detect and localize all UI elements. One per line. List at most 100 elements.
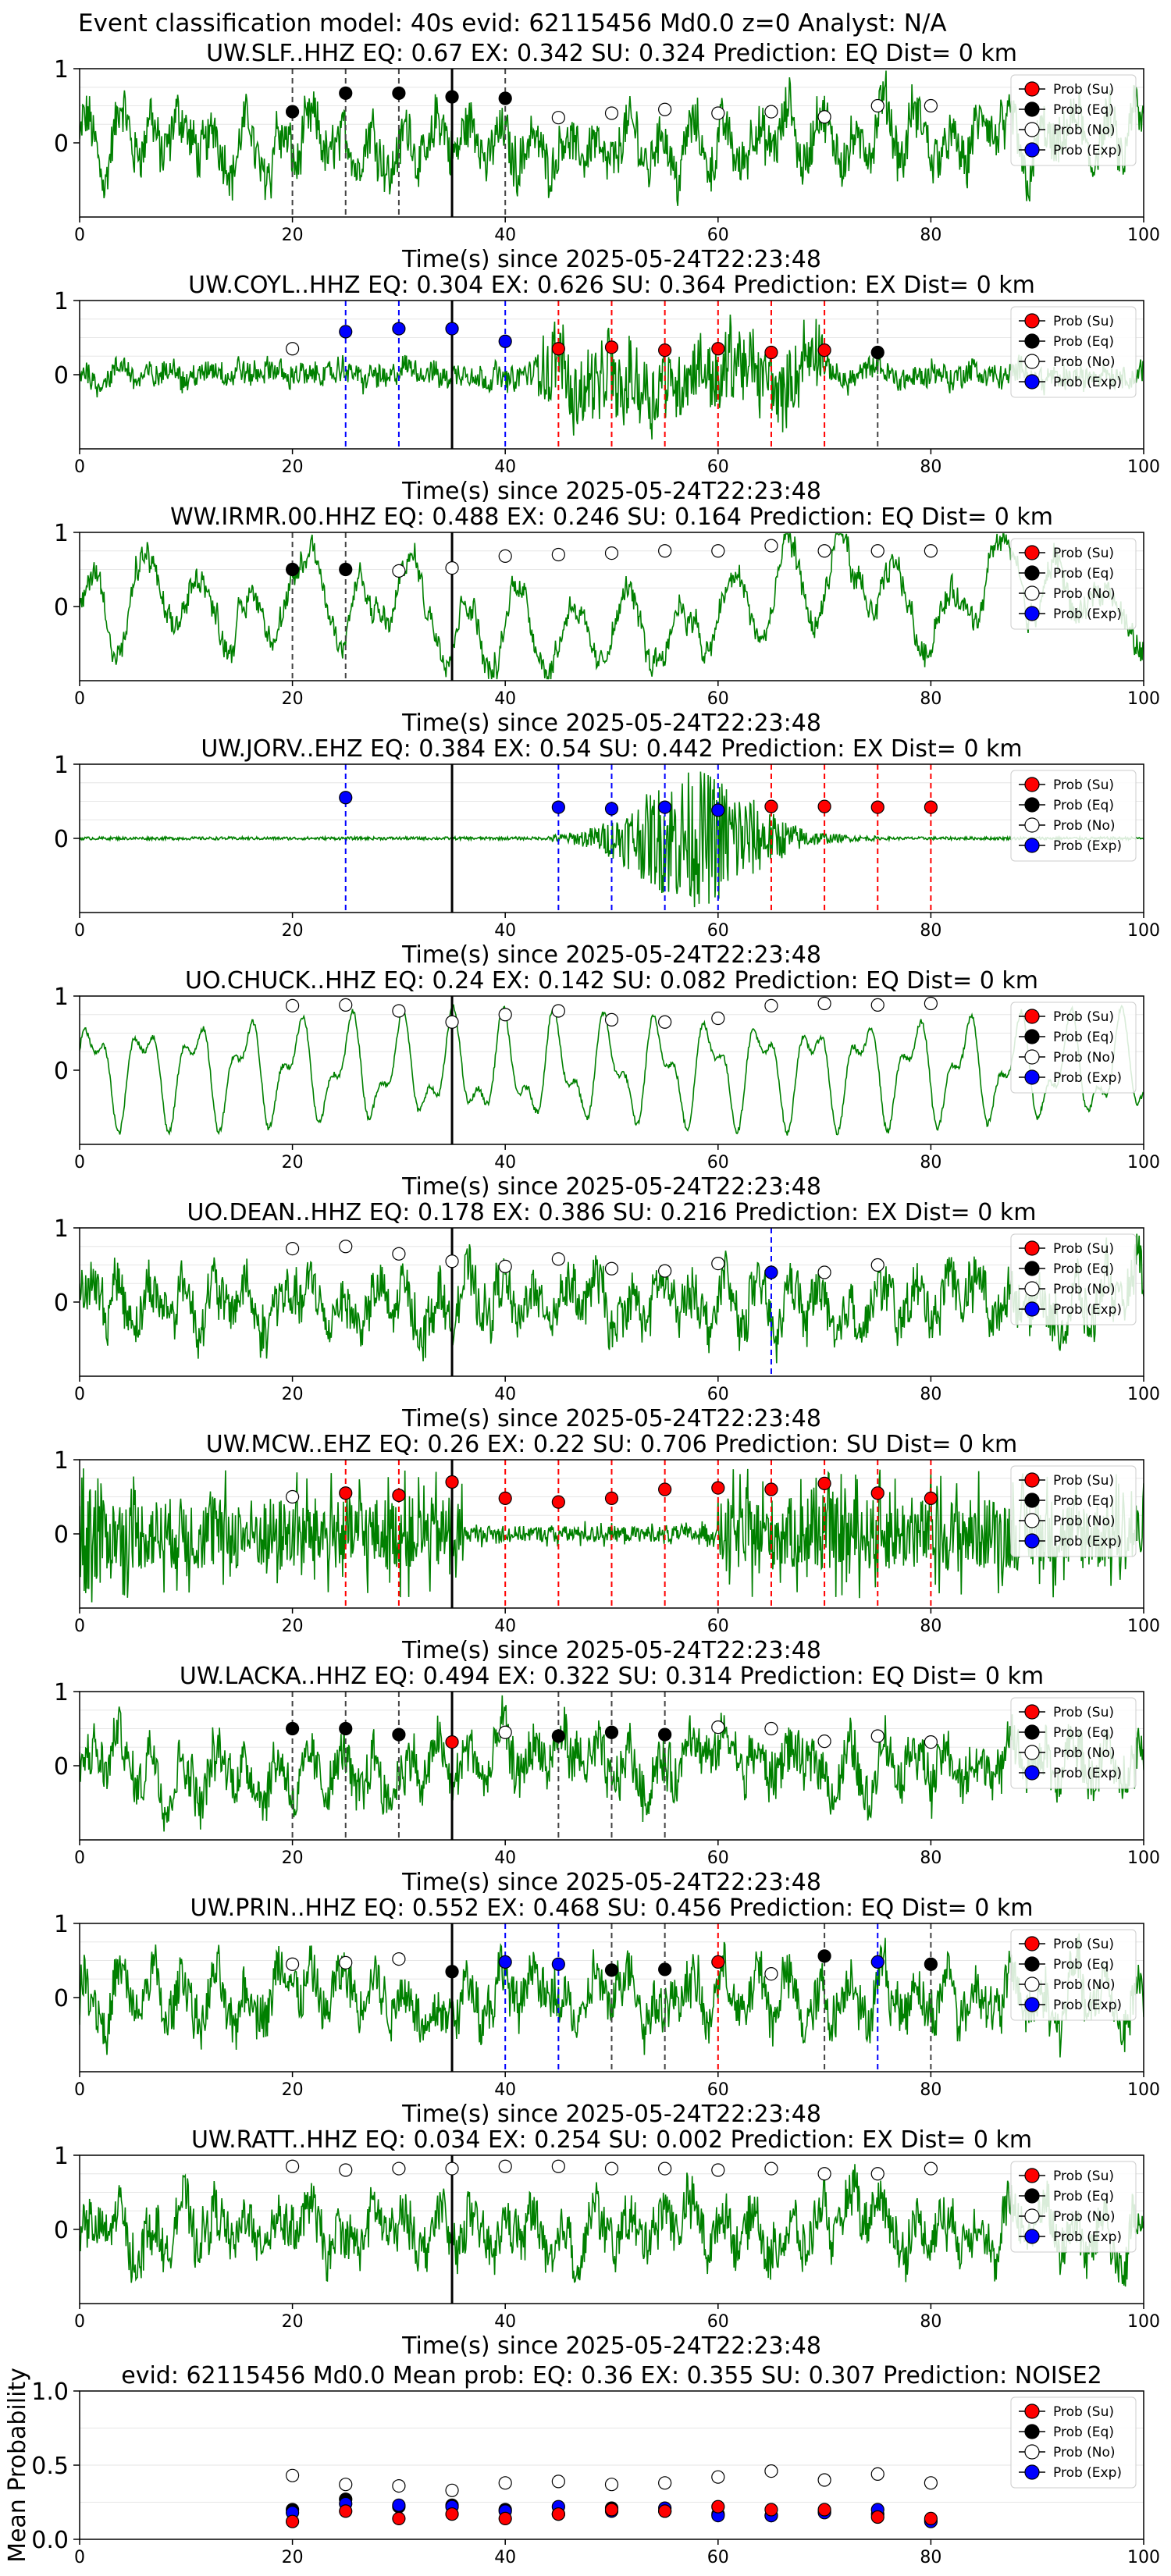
prob-marker-exp — [551, 800, 565, 814]
prob-marker-no — [286, 1241, 300, 1256]
prob-marker-no — [711, 1720, 725, 1735]
prob-marker-no — [817, 1735, 831, 1749]
x-tick-label: 20 — [282, 2312, 304, 2332]
legend-marker-eq — [1024, 565, 1040, 581]
prob-marker-eq — [445, 90, 459, 104]
mean-marker-su — [658, 2504, 672, 2518]
prob-marker-exp — [445, 322, 459, 336]
legend-marker-su — [1024, 1009, 1040, 1024]
prob-marker-no — [870, 998, 884, 1012]
prob-marker-eq — [339, 562, 353, 577]
prob-marker-no — [870, 98, 884, 113]
legend-marker-eq — [1024, 1029, 1040, 1044]
legend-label: Prob (Eq) — [1053, 1030, 1114, 1045]
x-axis-label: Time(s) since 2025-05-24T22:23:48 — [401, 246, 821, 273]
legend-marker-exp — [1024, 2464, 1040, 2480]
mean-marker-no — [551, 2475, 565, 2489]
prob-marker-no — [498, 549, 512, 564]
x-tick-label: 80 — [920, 1153, 941, 1172]
legend-marker-eq — [1024, 1493, 1040, 1508]
legend-box — [1010, 1697, 1137, 1789]
prob-marker-su — [870, 1486, 884, 1500]
y-tick-label: 1 — [54, 520, 69, 547]
legend-label: Prob (No) — [1053, 1977, 1116, 1993]
legend-label: Prob (No) — [1053, 818, 1116, 834]
prob-marker-eq — [658, 1962, 672, 1976]
prob-marker-no — [924, 544, 938, 558]
prob-marker-su — [817, 1476, 831, 1491]
legend-marker-su — [1024, 1240, 1040, 1256]
panel-uw-slf-hhz: UW.SLF..HHZ EQ: 0.67 EX: 0.342 SU: 0.324… — [54, 40, 1160, 273]
legend-marker-eq — [1024, 797, 1040, 813]
legend-label: Prob (Exp) — [1053, 375, 1122, 390]
x-tick-label: 20 — [282, 457, 304, 477]
x-tick-label: 0 — [74, 921, 85, 941]
prob-marker-exp — [339, 325, 353, 339]
prob-marker-no — [339, 2163, 353, 2177]
mean-marker-su — [498, 2511, 512, 2525]
prob-marker-eq — [817, 1949, 831, 1963]
prob-marker-no — [604, 2161, 619, 2176]
panel-title: WW.IRMR.00.HHZ EQ: 0.488 EX: 0.246 SU: 0… — [170, 503, 1053, 531]
legend-marker-no — [1024, 1281, 1040, 1297]
prob-marker-no — [817, 2167, 831, 2181]
legend-label: Prob (Exp) — [1053, 1998, 1122, 2013]
waveform-trace — [80, 314, 1144, 439]
legend-label: Prob (Su) — [1053, 1009, 1114, 1025]
prob-marker-exp — [711, 803, 725, 817]
x-tick-label: 60 — [707, 1385, 729, 1404]
prob-marker-su — [339, 1486, 353, 1500]
y-tick-label: 0 — [54, 1290, 69, 1317]
prob-marker-no — [445, 1015, 459, 1029]
legend-marker-su — [1024, 545, 1040, 560]
legend-label: Prob (Eq) — [1053, 1725, 1114, 1741]
prob-marker-exp — [551, 1957, 565, 1971]
x-tick-label: 20 — [282, 921, 304, 941]
prob-marker-no — [764, 105, 778, 119]
legend-marker-no — [1024, 2444, 1040, 2460]
x-tick-label: 40 — [494, 2080, 516, 2100]
y-tick-label: 1 — [54, 1679, 69, 1706]
x-tick-label: 20 — [282, 226, 304, 245]
legend-marker-no — [1024, 2208, 1040, 2224]
legend-marker-exp — [1024, 1069, 1040, 1085]
x-tick-label: 20 — [282, 1848, 304, 1868]
x-tick-label: 40 — [494, 226, 516, 245]
waveform-trace — [80, 2164, 1144, 2287]
prob-marker-su — [764, 1482, 778, 1496]
y-tick-label: 1.0 — [31, 2379, 69, 2406]
prob-marker-no — [551, 1004, 565, 1018]
legend-marker-exp — [1024, 374, 1040, 390]
legend-box — [1010, 538, 1137, 630]
x-tick-label: 40 — [494, 1848, 516, 1868]
legend-marker-su — [1024, 2403, 1040, 2419]
legend-label: Prob (Su) — [1053, 546, 1114, 561]
x-tick-label: 20 — [282, 1617, 304, 1636]
prob-marker-no — [711, 544, 725, 558]
legend-label: Prob (Exp) — [1053, 143, 1122, 158]
x-tick-label: 100 — [1127, 2548, 1160, 2567]
mean-marker-exp — [392, 2498, 406, 2512]
prob-marker-eq — [286, 105, 300, 119]
legend-marker-su — [1024, 1936, 1040, 1952]
prob-marker-no — [870, 2167, 884, 2181]
waveform-trace — [80, 1933, 1144, 2058]
panel-title: UO.CHUCK..HHZ EQ: 0.24 EX: 0.142 SU: 0.0… — [185, 967, 1038, 994]
x-tick-label: 0 — [74, 2548, 85, 2567]
legend-label: Prob (Exp) — [1053, 1070, 1122, 1086]
x-tick-label: 40 — [494, 1153, 516, 1172]
legend-label: Prob (Exp) — [1053, 607, 1122, 622]
x-tick-label: 0 — [74, 226, 85, 245]
x-tick-label: 20 — [282, 1385, 304, 1404]
mean-marker-su — [445, 2507, 459, 2521]
legend-marker-su — [1024, 1472, 1040, 1488]
prob-marker-eq — [339, 86, 353, 100]
x-tick-label: 0 — [74, 457, 85, 477]
prob-marker-no — [924, 1735, 938, 1749]
prob-marker-no — [711, 1256, 725, 1271]
prob-marker-eq — [551, 1729, 565, 1743]
prob-marker-no — [392, 2161, 406, 2176]
x-tick-label: 0 — [74, 1617, 85, 1636]
figure-title: Event classification model: 40s evid: 62… — [78, 9, 947, 37]
